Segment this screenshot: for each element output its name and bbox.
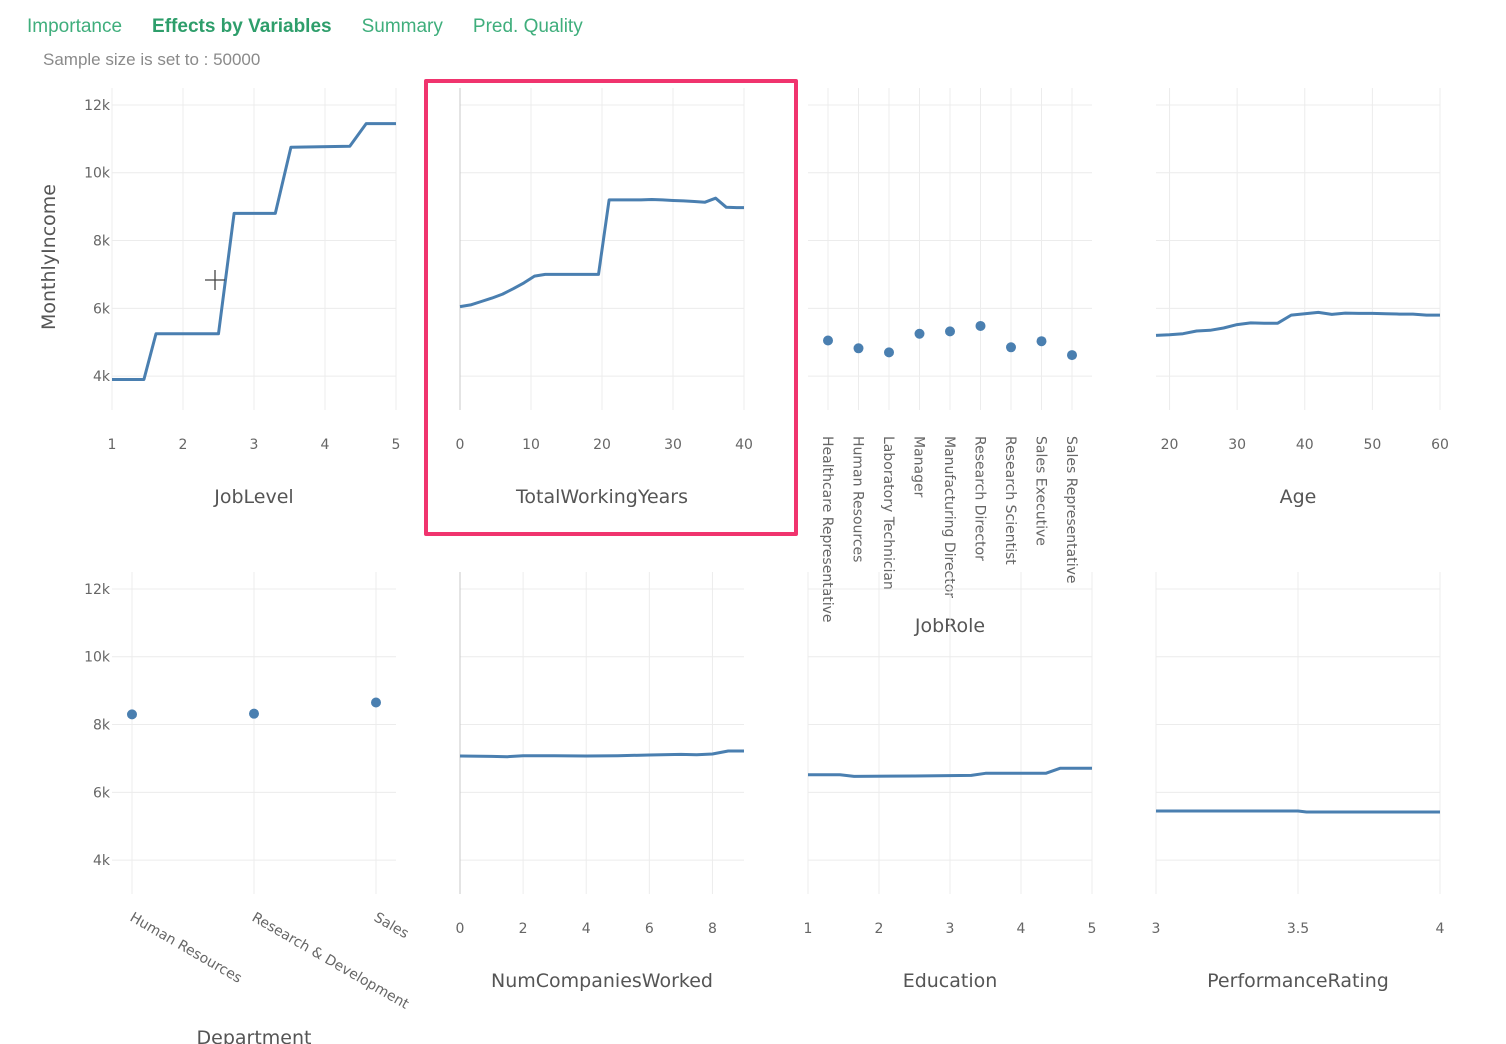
y-tick-label: 4k [93, 369, 111, 385]
x-tick-label: 30 [1228, 437, 1246, 453]
series-line [112, 122, 396, 381]
x-tick-label: Manager [911, 436, 927, 498]
y-tick-label: 4k [93, 853, 111, 869]
chart-panel-8: 3 3.5 4 PerformanceRating [1152, 572, 1445, 992]
tab-importance[interactable]: Importance [27, 16, 123, 37]
x-tick-label: Manufacturing Director [941, 436, 957, 598]
chart-panel-2: 0 10 20 30 40 TotalWorkingYears [456, 88, 753, 508]
data-point [1006, 342, 1016, 353]
x-tick-label: 5 [392, 437, 401, 453]
chart-panel-3: Healthcare Representative Human Resources… [808, 88, 1092, 637]
x-tick-label: 20 [593, 437, 611, 453]
chart-panel-4: 20 30 40 50 60 Age [1155, 88, 1449, 508]
y-tick-label: 8k [93, 718, 111, 734]
tab-summary[interactable]: Summary [361, 16, 443, 37]
tab-bar: Importance Effects by Variables Summary … [27, 14, 613, 42]
x-tick-label: 2 [179, 437, 188, 453]
x-axis-title: NumCompaniesWorked [491, 970, 713, 992]
sample-size-note: Sample size is set to : 50000 [43, 50, 261, 69]
y-axis-title: MonthlyIncome [38, 184, 60, 330]
series-line [808, 766, 1092, 778]
data-point [249, 708, 259, 719]
x-tick-label: 4 [1017, 921, 1026, 937]
series-line [459, 196, 744, 309]
x-tick-label: 3 [1152, 921, 1161, 937]
data-point [914, 328, 925, 339]
x-tick-label: 10 [522, 437, 540, 453]
x-tick-label: 40 [1296, 437, 1314, 453]
data-point [884, 347, 894, 358]
x-axis-title: PerformanceRating [1207, 970, 1389, 992]
x-tick-label: 40 [735, 437, 753, 453]
chart-panel-1: 4k 6k 8k 10k 12k MonthlyIncome 1 2 3 4 5 JobLevel [38, 88, 400, 508]
data-point [945, 326, 955, 337]
x-tick-label: 0 [456, 437, 465, 453]
y-tick-label: 10k [84, 166, 111, 182]
data-point [823, 335, 833, 346]
x-tick-label: 20 [1161, 437, 1179, 453]
x-tick-label: Research Scientist [1002, 436, 1018, 565]
x-tick-label: 4 [582, 921, 591, 937]
x-tick-label: 30 [664, 437, 682, 453]
x-tick-label: 6 [645, 921, 654, 937]
x-tick-label: Sales [371, 910, 411, 942]
x-tick-label: 5 [1088, 921, 1097, 937]
x-tick-label: 1 [804, 921, 813, 937]
x-tick-label: 4 [1436, 921, 1445, 937]
x-axis-title: Department [197, 1027, 312, 1044]
x-tick-label: Human Resources [850, 436, 866, 562]
x-axis-title: Age [1280, 486, 1317, 508]
tab-effects-by-variables[interactable]: Effects by Variables [152, 16, 332, 37]
chart-panel-7: 1 2 3 4 5 Education [804, 572, 1097, 992]
data-point [371, 697, 381, 708]
y-tick-label: 6k [93, 301, 111, 317]
x-tick-label: 3 [250, 437, 259, 453]
y-tick-label: 10k [84, 650, 111, 666]
x-tick-label: 8 [708, 921, 717, 937]
x-tick-label: 0 [456, 921, 465, 937]
y-tick-label: 6k [93, 785, 111, 801]
x-tick-label: 2 [519, 921, 528, 937]
series-line [1156, 809, 1440, 814]
x-tick-label: 60 [1431, 437, 1449, 453]
y-tick-label: 8k [93, 234, 111, 250]
y-tick-label: 12k [84, 582, 111, 598]
x-tick-label: Sales Representative [1063, 436, 1079, 584]
x-tick-label: 50 [1363, 437, 1381, 453]
y-tick-label: 12k [84, 98, 111, 114]
x-tick-label: 2 [875, 921, 884, 937]
data-point [1067, 350, 1077, 361]
tab-pred-quality[interactable]: Pred. Quality [472, 16, 583, 37]
x-axis-title: Education [903, 970, 998, 992]
x-tick-label: 4 [321, 437, 330, 453]
x-tick-label: 3.5 [1287, 921, 1309, 937]
x-tick-label: 1 [108, 437, 117, 453]
x-axis-title: JobLevel [213, 486, 293, 508]
x-tick-label: Sales Executive [1033, 436, 1049, 546]
x-tick-label: Laboratory Technician [880, 436, 896, 590]
x-tick-label: Research Director [972, 436, 988, 561]
series-line [1155, 310, 1440, 337]
data-point [1036, 336, 1047, 347]
x-tick-label: Human Resources [127, 910, 244, 987]
series-line [459, 749, 744, 759]
data-point [975, 320, 986, 331]
x-axis-title: TotalWorkingYears [515, 486, 688, 508]
x-tick-label: Healthcare Representative [819, 436, 835, 623]
x-tick-label: 3 [946, 921, 955, 937]
data-point [853, 343, 864, 354]
data-point [127, 709, 137, 720]
crosshair-cursor-icon [205, 270, 225, 290]
chart-panel-6: 0 2 4 6 8 NumCompaniesWorked [456, 572, 744, 992]
